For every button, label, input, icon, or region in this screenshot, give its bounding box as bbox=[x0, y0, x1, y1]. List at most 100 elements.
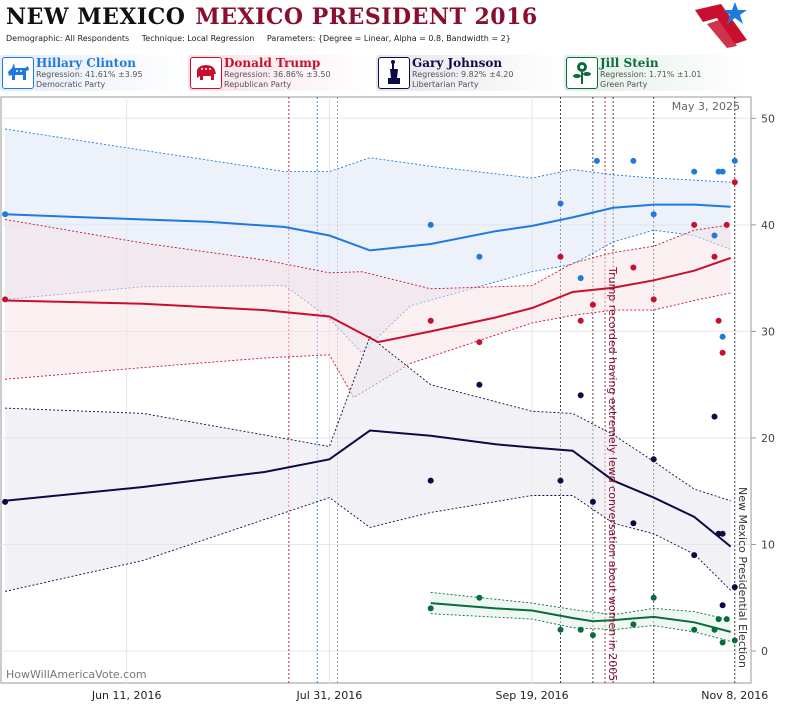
candidate-name: Hillary Clinton bbox=[36, 56, 136, 70]
poll-point bbox=[630, 157, 637, 164]
poll-points bbox=[2, 157, 738, 646]
band-lower-line bbox=[5, 292, 731, 399]
trend-line bbox=[5, 203, 731, 252]
poll-chart: 0 10 20 30 40 50 Jun 11, 2016 Jul 31, 2016 Sep 1… bbox=[0, 96, 775, 702]
poll-point bbox=[630, 520, 637, 527]
chart-date-label: May 3, 2025 bbox=[672, 100, 740, 113]
poll-point bbox=[650, 456, 657, 463]
trend-lines bbox=[5, 203, 732, 633]
poll-point bbox=[2, 498, 9, 505]
x-tick-label: Sep 19, 2016 bbox=[495, 689, 568, 702]
poll-point bbox=[557, 626, 564, 633]
confidence-band bbox=[5, 129, 731, 353]
x-tick-label: Jul 31, 2016 bbox=[295, 689, 362, 702]
poll-point bbox=[650, 211, 657, 218]
candidate-card-johnson: Gary Johnson Regression: 9.82% ±4.20 Lib… bbox=[376, 55, 562, 91]
poll-point bbox=[630, 621, 637, 628]
x-tick-label: Nov 8, 2016 bbox=[701, 689, 768, 702]
poll-point bbox=[577, 275, 584, 282]
donkey-icon bbox=[2, 57, 34, 89]
trend-line bbox=[5, 256, 732, 344]
candidate-name: Donald Trump bbox=[224, 56, 321, 70]
poll-point bbox=[719, 333, 726, 340]
page-title: NEW MEXICO MEXICO PRESIDENT 2016 bbox=[6, 4, 538, 30]
poll-point bbox=[2, 296, 9, 303]
y-tick-label: 10 bbox=[761, 538, 775, 551]
poll-point bbox=[2, 211, 9, 218]
candidate-name: Gary Johnson bbox=[412, 56, 503, 70]
poll-point bbox=[691, 552, 698, 559]
confidence-bands bbox=[5, 128, 732, 642]
poll-point bbox=[711, 413, 718, 420]
poll-point bbox=[719, 639, 726, 646]
band-upper-line bbox=[430, 591, 731, 621]
poll-point bbox=[731, 637, 738, 644]
poll-point bbox=[589, 498, 596, 505]
race-title: MEXICO PRESIDENT 2016 bbox=[195, 4, 538, 30]
poll-point bbox=[476, 339, 483, 346]
y-tick-label: 20 bbox=[761, 432, 775, 445]
poll-point bbox=[557, 200, 564, 207]
poll-point bbox=[731, 584, 738, 591]
parameters-label: Parameters: {Degree = Linear, Alpha = 0.… bbox=[266, 34, 511, 43]
poll-point bbox=[731, 157, 738, 164]
poll-point bbox=[691, 168, 698, 175]
candidate-regression: Regression: 1.71% ±1.01 bbox=[600, 70, 702, 79]
confidence-band bbox=[430, 592, 731, 642]
flag-star-logo-icon bbox=[695, 2, 747, 48]
poll-point bbox=[731, 179, 738, 186]
candidate-party: Libertarian Party bbox=[412, 80, 479, 89]
candidate-party: Green Party bbox=[600, 80, 648, 89]
y-tick-label: 40 bbox=[761, 219, 775, 232]
poll-point bbox=[476, 594, 483, 601]
candidate-card-stein: Jill Stein Regression: 1.71% ±1.01 Green… bbox=[564, 55, 750, 91]
poll-point bbox=[650, 296, 657, 303]
candidate-regression: Regression: 36.86% ±3.50 bbox=[224, 70, 331, 79]
candidate-party: Democratic Party bbox=[36, 80, 106, 89]
poll-point bbox=[650, 594, 657, 601]
poll-point bbox=[427, 221, 434, 228]
state-title: NEW MEXICO bbox=[6, 4, 186, 30]
poll-point bbox=[691, 626, 698, 633]
poll-point bbox=[711, 626, 718, 633]
candidate-party: Republican Party bbox=[224, 80, 292, 89]
poll-point bbox=[427, 605, 434, 612]
candidate-regression: Regression: 41.61% ±3.95 bbox=[36, 70, 143, 79]
poll-point bbox=[723, 616, 730, 623]
watermark: HowWillAmericaVote.com bbox=[6, 668, 147, 681]
poll-point bbox=[577, 317, 584, 324]
poll-point bbox=[715, 616, 722, 623]
demographic-label: Demographic: All Respondents bbox=[6, 34, 130, 43]
candidate-name: Jill Stein bbox=[600, 56, 659, 70]
trend-line bbox=[430, 602, 731, 633]
y-tick-label: 30 bbox=[761, 325, 775, 338]
annotation-label: New Mexico Presidential Election bbox=[736, 487, 749, 668]
poll-point bbox=[589, 301, 596, 308]
poll-point bbox=[577, 392, 584, 399]
axis-labels: 0 10 20 30 40 50 Jun 11, 2016 Jul 31, 2016 Sep 1… bbox=[91, 112, 775, 702]
poll-point bbox=[593, 157, 600, 164]
confidence-band bbox=[5, 336, 731, 592]
poll-point bbox=[557, 477, 564, 484]
poll-point bbox=[719, 602, 726, 609]
trend-line bbox=[5, 429, 732, 548]
poll-point bbox=[630, 264, 637, 271]
x-tick-label: Jun 11, 2016 bbox=[91, 689, 162, 702]
candidate-card-clinton: Hillary Clinton Regression: 41.61% ±3.95… bbox=[0, 55, 186, 91]
elephant-icon bbox=[190, 57, 222, 89]
annotations: Trump recorded having extremely lewd con… bbox=[606, 266, 749, 681]
annotation-label: Trump recorded having extremely lewd con… bbox=[606, 266, 619, 681]
poll-point bbox=[719, 530, 726, 537]
poll-point bbox=[427, 477, 434, 484]
poll-point bbox=[723, 221, 730, 228]
liberty-statue-icon bbox=[378, 57, 410, 89]
poll-point bbox=[719, 168, 726, 175]
poll-point bbox=[719, 349, 726, 356]
band-upper-line bbox=[5, 335, 731, 502]
candidate-regression: Regression: 9.82% ±4.20 bbox=[412, 70, 514, 79]
candidate-card-trump: Donald Trump Regression: 36.86% ±3.50 Re… bbox=[188, 55, 374, 91]
y-tick-label: 0 bbox=[761, 645, 768, 658]
parameters-line: Demographic: All Respondents Technique: … bbox=[6, 34, 521, 43]
poll-point bbox=[476, 253, 483, 260]
poll-point bbox=[711, 232, 718, 239]
